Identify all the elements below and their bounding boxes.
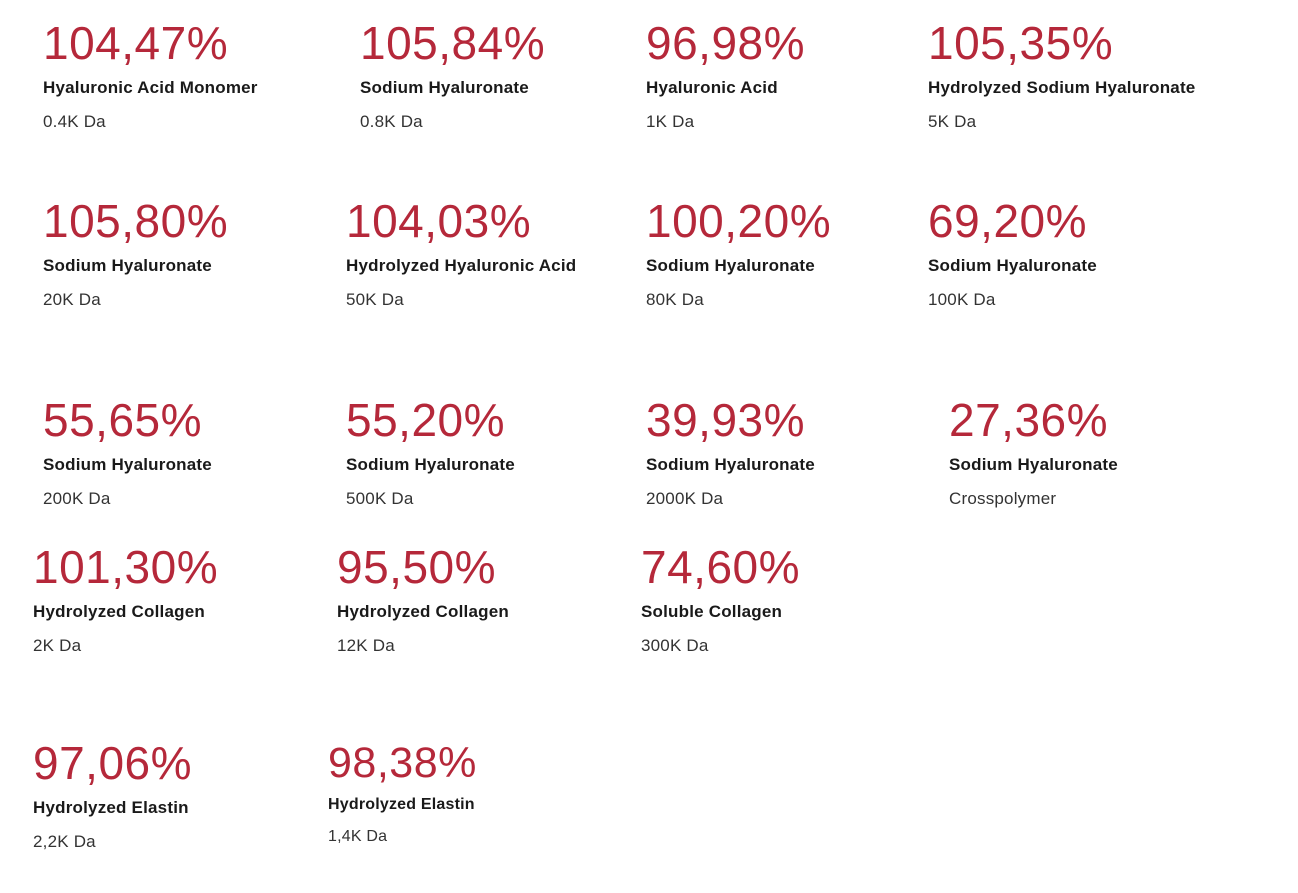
stat-percentage: 98,38% [328,739,477,787]
stat-ingredient-name: Hyaluronic Acid Monomer [43,78,258,97]
stat-molecular-weight: 0.4K Da [43,112,106,131]
stat-ingredient-name: Soluble Collagen [641,602,783,621]
stat-ingredient-name: Sodium Hyaluronate [928,256,1097,275]
stat-ingredient-name: Sodium Hyaluronate [646,455,815,474]
stat-molecular-weight: 2,2K Da [33,832,96,851]
stat-card: 104,47% Hyaluronic Acid Monomer 0.4K Da [43,20,258,132]
stat-card: 97,06% Hydrolyzed Elastin 2,2K Da [33,740,192,852]
stat-molecular-weight: 1K Da [646,112,695,131]
stat-percentage: 55,20% [346,394,506,446]
stat-card: 105,35% Hydrolyzed Sodium Hyaluronate 5K… [928,20,1195,132]
stat-card: 74,60% Soluble Collagen 300K Da [641,544,800,656]
stat-molecular-weight: 1,4K Da [328,828,388,845]
stat-card: 100,20% Sodium Hyaluronate 80K Da [646,198,831,310]
stat-molecular-weight: 0.8K Da [360,112,423,131]
stat-percentage: 69,20% [928,195,1088,247]
stat-ingredient-name: Sodium Hyaluronate [360,78,529,97]
stat-ingredient-name: Sodium Hyaluronate [43,256,212,275]
stat-molecular-weight: 5K Da [928,112,977,131]
stat-percentage: 105,84% [360,17,546,69]
stat-card: 101,30% Hydrolyzed Collagen 2K Da [33,544,218,656]
stat-molecular-weight: 2K Da [33,636,82,655]
stat-molecular-weight: 50K Da [346,290,404,309]
stat-percentage: 95,50% [337,541,497,593]
stat-percentage: 39,93% [646,394,806,446]
stat-card: 104,03% Hydrolyzed Hyaluronic Acid 50K D… [346,198,576,310]
stat-ingredient-name: Sodium Hyaluronate [43,455,212,474]
stat-card: 55,20% Sodium Hyaluronate 500K Da [346,397,515,509]
stat-percentage: 104,03% [346,195,532,247]
stat-ingredient-name: Hydrolyzed Elastin [328,796,475,813]
stat-card: 55,65% Sodium Hyaluronate 200K Da [43,397,212,509]
stat-ingredient-name: Sodium Hyaluronate [346,455,515,474]
stat-percentage: 104,47% [43,17,229,69]
stat-ingredient-name: Hydrolyzed Elastin [33,798,189,817]
stat-percentage: 105,80% [43,195,229,247]
stat-card: 27,36% Sodium Hyaluronate Crosspolymer [949,397,1118,509]
stat-ingredient-name: Hyaluronic Acid [646,78,778,97]
stat-card: 96,98% Hyaluronic Acid 1K Da [646,20,805,132]
stat-molecular-weight: 500K Da [346,489,414,508]
stat-ingredient-name: Hydrolyzed Sodium Hyaluronate [928,78,1196,97]
stat-percentage: 101,30% [33,541,219,593]
stat-molecular-weight: 12K Da [337,636,395,655]
stat-percentage: 105,35% [928,17,1114,69]
stat-card: 105,84% Sodium Hyaluronate 0.8K Da [360,20,545,132]
stat-ingredient-name: Hydrolyzed Collagen [33,602,205,621]
stat-card: 98,38% Hydrolyzed Elastin 1,4K Da [328,742,477,847]
stat-molecular-weight: 2000K Da [646,489,724,508]
stat-ingredient-name: Hydrolyzed Collagen [337,602,509,621]
stat-ingredient-name: Sodium Hyaluronate [646,256,815,275]
stat-card: 105,80% Sodium Hyaluronate 20K Da [43,198,228,310]
stat-percentage: 74,60% [641,541,801,593]
stat-molecular-weight: 200K Da [43,489,111,508]
stat-ingredient-name: Hydrolyzed Hyaluronic Acid [346,256,577,275]
stat-percentage: 100,20% [646,195,832,247]
stat-molecular-weight: 300K Da [641,636,709,655]
stat-molecular-weight: 20K Da [43,290,101,309]
stat-card: 39,93% Sodium Hyaluronate 2000K Da [646,397,815,509]
stat-ingredient-name: Sodium Hyaluronate [949,455,1118,474]
stat-percentage: 97,06% [33,737,193,789]
stat-molecular-weight: Crosspolymer [949,489,1057,508]
stat-percentage: 55,65% [43,394,203,446]
stat-card: 69,20% Sodium Hyaluronate 100K Da [928,198,1097,310]
stat-percentage: 96,98% [646,17,806,69]
stat-card: 95,50% Hydrolyzed Collagen 12K Da [337,544,509,656]
stat-molecular-weight: 100K Da [928,290,996,309]
stat-molecular-weight: 80K Da [646,290,704,309]
stat-percentage: 27,36% [949,394,1109,446]
